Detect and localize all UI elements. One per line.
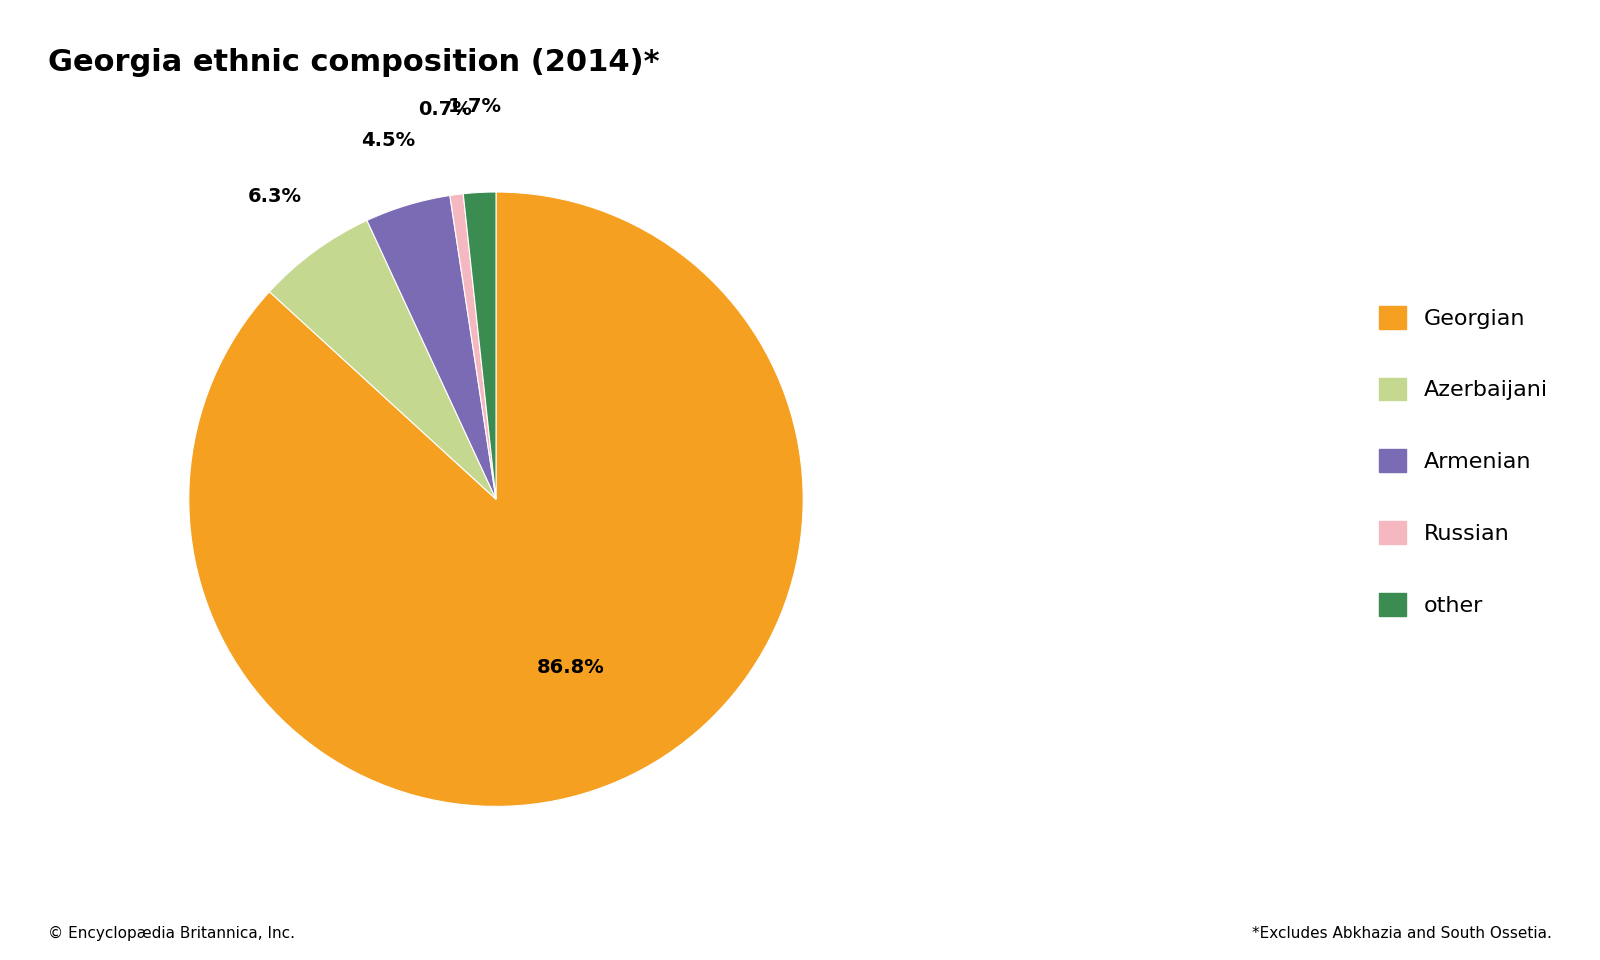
Wedge shape xyxy=(269,221,496,499)
Text: © Encyclopædia Britannica, Inc.: © Encyclopædia Britannica, Inc. xyxy=(48,925,294,941)
Text: 6.3%: 6.3% xyxy=(248,187,302,206)
Text: 86.8%: 86.8% xyxy=(536,659,605,678)
Text: Georgia ethnic composition (2014)*: Georgia ethnic composition (2014)* xyxy=(48,48,659,77)
Text: 0.7%: 0.7% xyxy=(419,100,472,119)
Legend: Georgian, Azerbaijani, Armenian, Russian, other: Georgian, Azerbaijani, Armenian, Russian… xyxy=(1371,297,1557,625)
Text: 1.7%: 1.7% xyxy=(448,97,502,116)
Wedge shape xyxy=(450,194,496,499)
Text: 4.5%: 4.5% xyxy=(362,131,414,150)
Wedge shape xyxy=(464,192,496,499)
Text: *Excludes Abkhazia and South Ossetia.: *Excludes Abkhazia and South Ossetia. xyxy=(1253,925,1552,941)
Wedge shape xyxy=(189,192,803,806)
Wedge shape xyxy=(366,196,496,499)
